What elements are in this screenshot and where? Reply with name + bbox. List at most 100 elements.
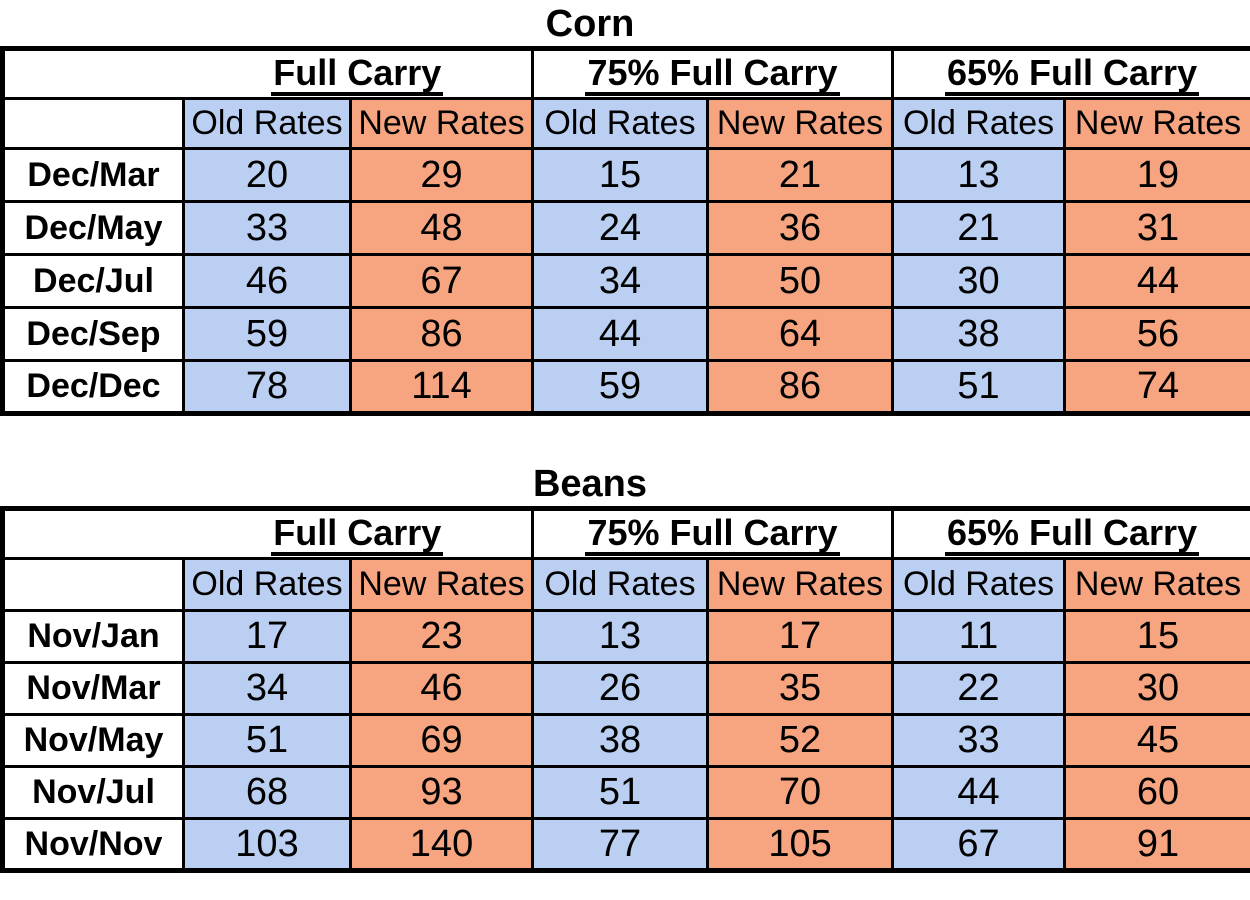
value-cell: 93 bbox=[348, 765, 535, 820]
value-cell: 44 bbox=[1063, 253, 1250, 309]
value-cell: 56 bbox=[1063, 306, 1250, 362]
subheader-cell: Old Rates bbox=[891, 97, 1067, 150]
subheader-cell: New Rates bbox=[706, 557, 895, 612]
value-cell: 91 bbox=[1063, 817, 1250, 872]
subheader-cell: Old Rates bbox=[182, 97, 352, 150]
value-cell: 46 bbox=[182, 253, 352, 309]
subheader-cell: New Rates bbox=[1063, 97, 1250, 150]
value-cell: 59 bbox=[531, 359, 710, 415]
value-cell: 26 bbox=[531, 661, 710, 716]
value-cell: 64 bbox=[706, 306, 895, 362]
value-cell: 23 bbox=[348, 609, 535, 664]
value-cell: 51 bbox=[891, 359, 1067, 415]
value-cell: 60 bbox=[1063, 765, 1250, 820]
value-cell: 17 bbox=[706, 609, 895, 664]
corn-title: Corn bbox=[545, 3, 635, 45]
group-header-cell: Full Carry bbox=[181, 507, 535, 560]
value-cell: 30 bbox=[1063, 661, 1250, 716]
value-cell: 34 bbox=[531, 253, 710, 309]
table-row: Nov/May 51 69 38 52 33 45 bbox=[1, 713, 1250, 768]
blank-cell bbox=[1, 97, 185, 150]
row-label-cell: Nov/Nov bbox=[1, 817, 185, 872]
row-label-cell: Dec/Jul bbox=[1, 253, 185, 309]
value-cell: 46 bbox=[348, 661, 535, 716]
subheader-cell: New Rates bbox=[348, 557, 535, 612]
corner-cell bbox=[1, 507, 184, 560]
row-label-cell: Dec/Dec bbox=[1, 359, 185, 415]
subheader-cell: New Rates bbox=[1063, 557, 1250, 612]
value-cell: 48 bbox=[348, 200, 535, 256]
value-cell: 33 bbox=[182, 200, 352, 256]
group-header-cell: Full Carry bbox=[181, 47, 535, 100]
group-header-cell: 75% Full Carry bbox=[531, 507, 895, 560]
group-header-cell: 65% Full Carry bbox=[891, 47, 1250, 100]
subheader-row: Old Rates New Rates Old Rates New Rates Old … bbox=[1, 97, 1250, 150]
table-row: Dec/Sep 59 86 44 64 38 56 bbox=[1, 306, 1250, 362]
subheader-cell: Old Rates bbox=[531, 557, 710, 612]
value-cell: 19 bbox=[1063, 147, 1250, 203]
value-cell: 20 bbox=[182, 147, 352, 203]
value-cell: 36 bbox=[706, 200, 895, 256]
value-cell: 21 bbox=[891, 200, 1067, 256]
table-row: Nov/Jan 17 23 13 17 11 15 bbox=[1, 609, 1250, 664]
value-cell: 29 bbox=[348, 147, 535, 203]
subheader-cell: Old Rates bbox=[182, 557, 352, 612]
table-row: Dec/Mar 20 29 15 21 13 19 bbox=[1, 147, 1250, 203]
value-cell: 51 bbox=[182, 713, 352, 768]
subheader-cell: New Rates bbox=[348, 97, 535, 150]
group-header-cell: 65% Full Carry bbox=[891, 507, 1250, 560]
value-cell: 69 bbox=[348, 713, 535, 768]
group-header-row: Full Carry 75% Full Carry 65% Full Carry bbox=[1, 507, 1250, 560]
group-header-label: Full Carry bbox=[271, 513, 444, 556]
value-cell: 77 bbox=[531, 817, 710, 872]
value-cell: 67 bbox=[348, 253, 535, 309]
value-cell: 34 bbox=[182, 661, 352, 716]
group-header-label: 75% Full Carry bbox=[585, 53, 840, 96]
row-label-cell: Nov/Mar bbox=[1, 661, 185, 716]
table-row: Nov/Mar 34 46 26 35 22 30 bbox=[1, 661, 1250, 716]
value-cell: 13 bbox=[891, 147, 1067, 203]
group-header-row: Full Carry 75% Full Carry 65% Full Carry bbox=[1, 47, 1250, 100]
value-cell: 35 bbox=[706, 661, 895, 716]
value-cell: 67 bbox=[891, 817, 1067, 872]
value-cell: 15 bbox=[531, 147, 710, 203]
value-cell: 78 bbox=[182, 359, 352, 415]
value-cell: 44 bbox=[891, 765, 1067, 820]
value-cell: 68 bbox=[182, 765, 352, 820]
value-cell: 15 bbox=[1063, 609, 1250, 664]
table-row: Nov/Jul 68 93 51 70 44 60 bbox=[1, 765, 1250, 820]
value-cell: 31 bbox=[1063, 200, 1250, 256]
row-label-cell: Nov/Jan bbox=[1, 609, 185, 664]
table-row: Dec/May 33 48 24 36 21 31 bbox=[1, 200, 1250, 256]
value-cell: 140 bbox=[348, 817, 535, 872]
corn-table: Full Carry 75% Full Carry 65% Full Carry Ol… bbox=[0, 46, 1250, 416]
beans-table: Full Carry 75% Full Carry 65% Full Carry Ol… bbox=[0, 506, 1250, 873]
value-cell: 21 bbox=[706, 147, 895, 203]
value-cell: 51 bbox=[531, 765, 710, 820]
value-cell: 13 bbox=[531, 609, 710, 664]
row-label-cell: Dec/May bbox=[1, 200, 185, 256]
value-cell: 59 bbox=[182, 306, 352, 362]
group-header-label: 75% Full Carry bbox=[585, 513, 840, 556]
value-cell: 11 bbox=[891, 609, 1067, 664]
group-header-label: 65% Full Carry bbox=[944, 53, 1200, 96]
row-label-cell: Nov/Jul bbox=[1, 765, 185, 820]
value-cell: 74 bbox=[1063, 359, 1250, 415]
value-cell: 44 bbox=[531, 306, 710, 362]
value-cell: 103 bbox=[182, 817, 352, 872]
row-label-cell: Dec/Mar bbox=[1, 147, 185, 203]
value-cell: 86 bbox=[706, 359, 895, 415]
value-cell: 17 bbox=[182, 609, 352, 664]
value-cell: 86 bbox=[348, 306, 535, 362]
subheader-row: Old Rates New Rates Old Rates New Rates Old … bbox=[1, 557, 1250, 612]
blank-cell bbox=[1, 557, 185, 612]
table-row: Nov/Nov 103 140 77 105 67 91 bbox=[1, 817, 1250, 872]
value-cell: 52 bbox=[706, 713, 895, 768]
value-cell: 38 bbox=[891, 306, 1067, 362]
value-cell: 24 bbox=[531, 200, 710, 256]
beans-title: Beans bbox=[532, 463, 648, 505]
corner-cell bbox=[1, 47, 184, 100]
subheader-cell: Old Rates bbox=[531, 97, 710, 150]
value-cell: 70 bbox=[706, 765, 895, 820]
